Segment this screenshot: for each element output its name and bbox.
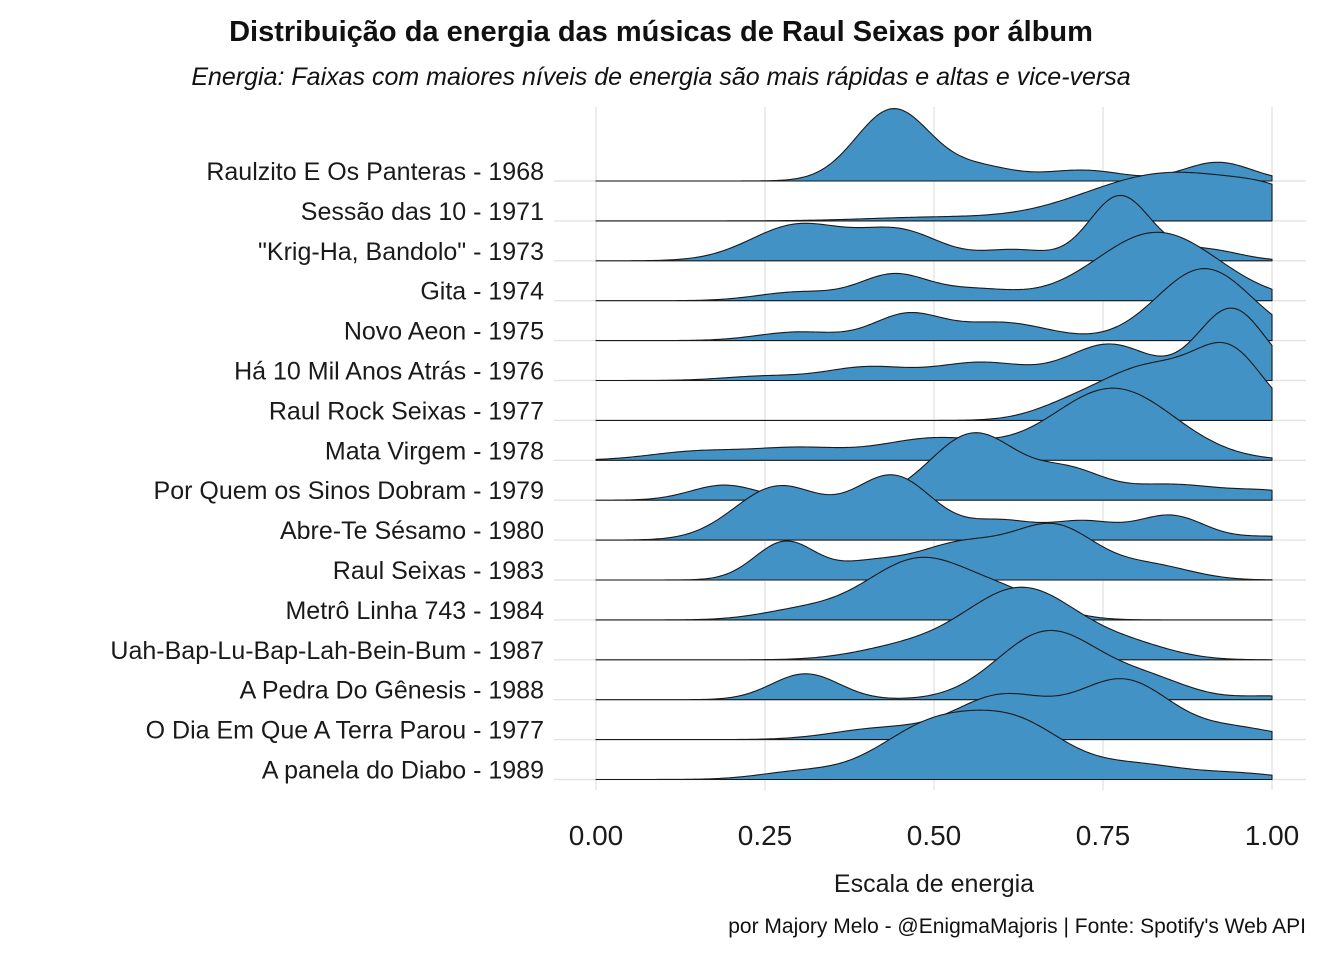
- density-ridge: [595, 709, 1273, 781]
- y-axis-label: Mata Virgem - 1978: [325, 437, 544, 465]
- y-axis-labels: Raulzito E Os Panteras - 1968 Sessão das …: [110, 158, 544, 785]
- y-axis-label: Há 10 Mil Anos Atrás - 1976: [234, 358, 544, 386]
- x-tick-label: 0.00: [569, 820, 624, 851]
- y-axis-label: Por Quem os Sinos Dobram - 1979: [154, 477, 544, 505]
- x-tick-label: 0.75: [1076, 820, 1131, 851]
- y-axis-label: A panela do Diabo - 1989: [262, 757, 544, 785]
- x-axis-ticks: 0.00 0.25 0.50 0.75 1.00: [569, 820, 1300, 851]
- chart-title: Distribuição da energia das músicas de R…: [229, 16, 1093, 48]
- y-axis-label: Abre-Te Sésamo - 1980: [280, 517, 544, 545]
- chart-subtitle: Energia: Faixas com maiores níveis de en…: [191, 63, 1131, 91]
- density-ridge: [595, 556, 1273, 621]
- x-tick-label: 0.25: [738, 820, 793, 851]
- y-axis-label: Raul Rock Seixas - 1977: [269, 397, 544, 425]
- x-tick-label: 0.50: [907, 820, 962, 851]
- x-tick-label: 1.00: [1245, 820, 1300, 851]
- y-axis-label: Metrô Linha 743 - 1984: [285, 597, 544, 625]
- density-ridge: [595, 307, 1273, 382]
- y-axis-label: Gita - 1974: [420, 278, 544, 306]
- y-axis-label: Sessão das 10 - 1971: [301, 198, 544, 226]
- caption: por Majory Melo - @EnigmaMajoris | Fonte…: [728, 915, 1306, 938]
- density-ridge: [595, 387, 1273, 461]
- density-ridge: [595, 474, 1273, 541]
- y-axis-label: Raul Seixas - 1983: [333, 557, 544, 585]
- y-axis-label: Uah-Bap-Lu-Bap-Lah-Bein-Bum - 1987: [110, 637, 544, 665]
- y-axis-label: Raulzito E Os Panteras - 1968: [206, 158, 544, 186]
- x-axis-label: Escala de energia: [834, 870, 1034, 898]
- density-ridges: [595, 108, 1273, 781]
- density-ridge: [595, 522, 1273, 581]
- y-axis-label: A Pedra Do Gênesis - 1988: [240, 677, 544, 705]
- density-ridge: [595, 432, 1273, 501]
- y-axis-label: "Krig-Ha, Bandolo" - 1973: [258, 238, 544, 266]
- y-axis-label: Novo Aeon - 1975: [344, 318, 544, 346]
- density-ridge: [595, 231, 1273, 302]
- y-axis-label: O Dia Em Que A Terra Parou - 1977: [146, 717, 544, 745]
- density-ridge: [595, 586, 1273, 661]
